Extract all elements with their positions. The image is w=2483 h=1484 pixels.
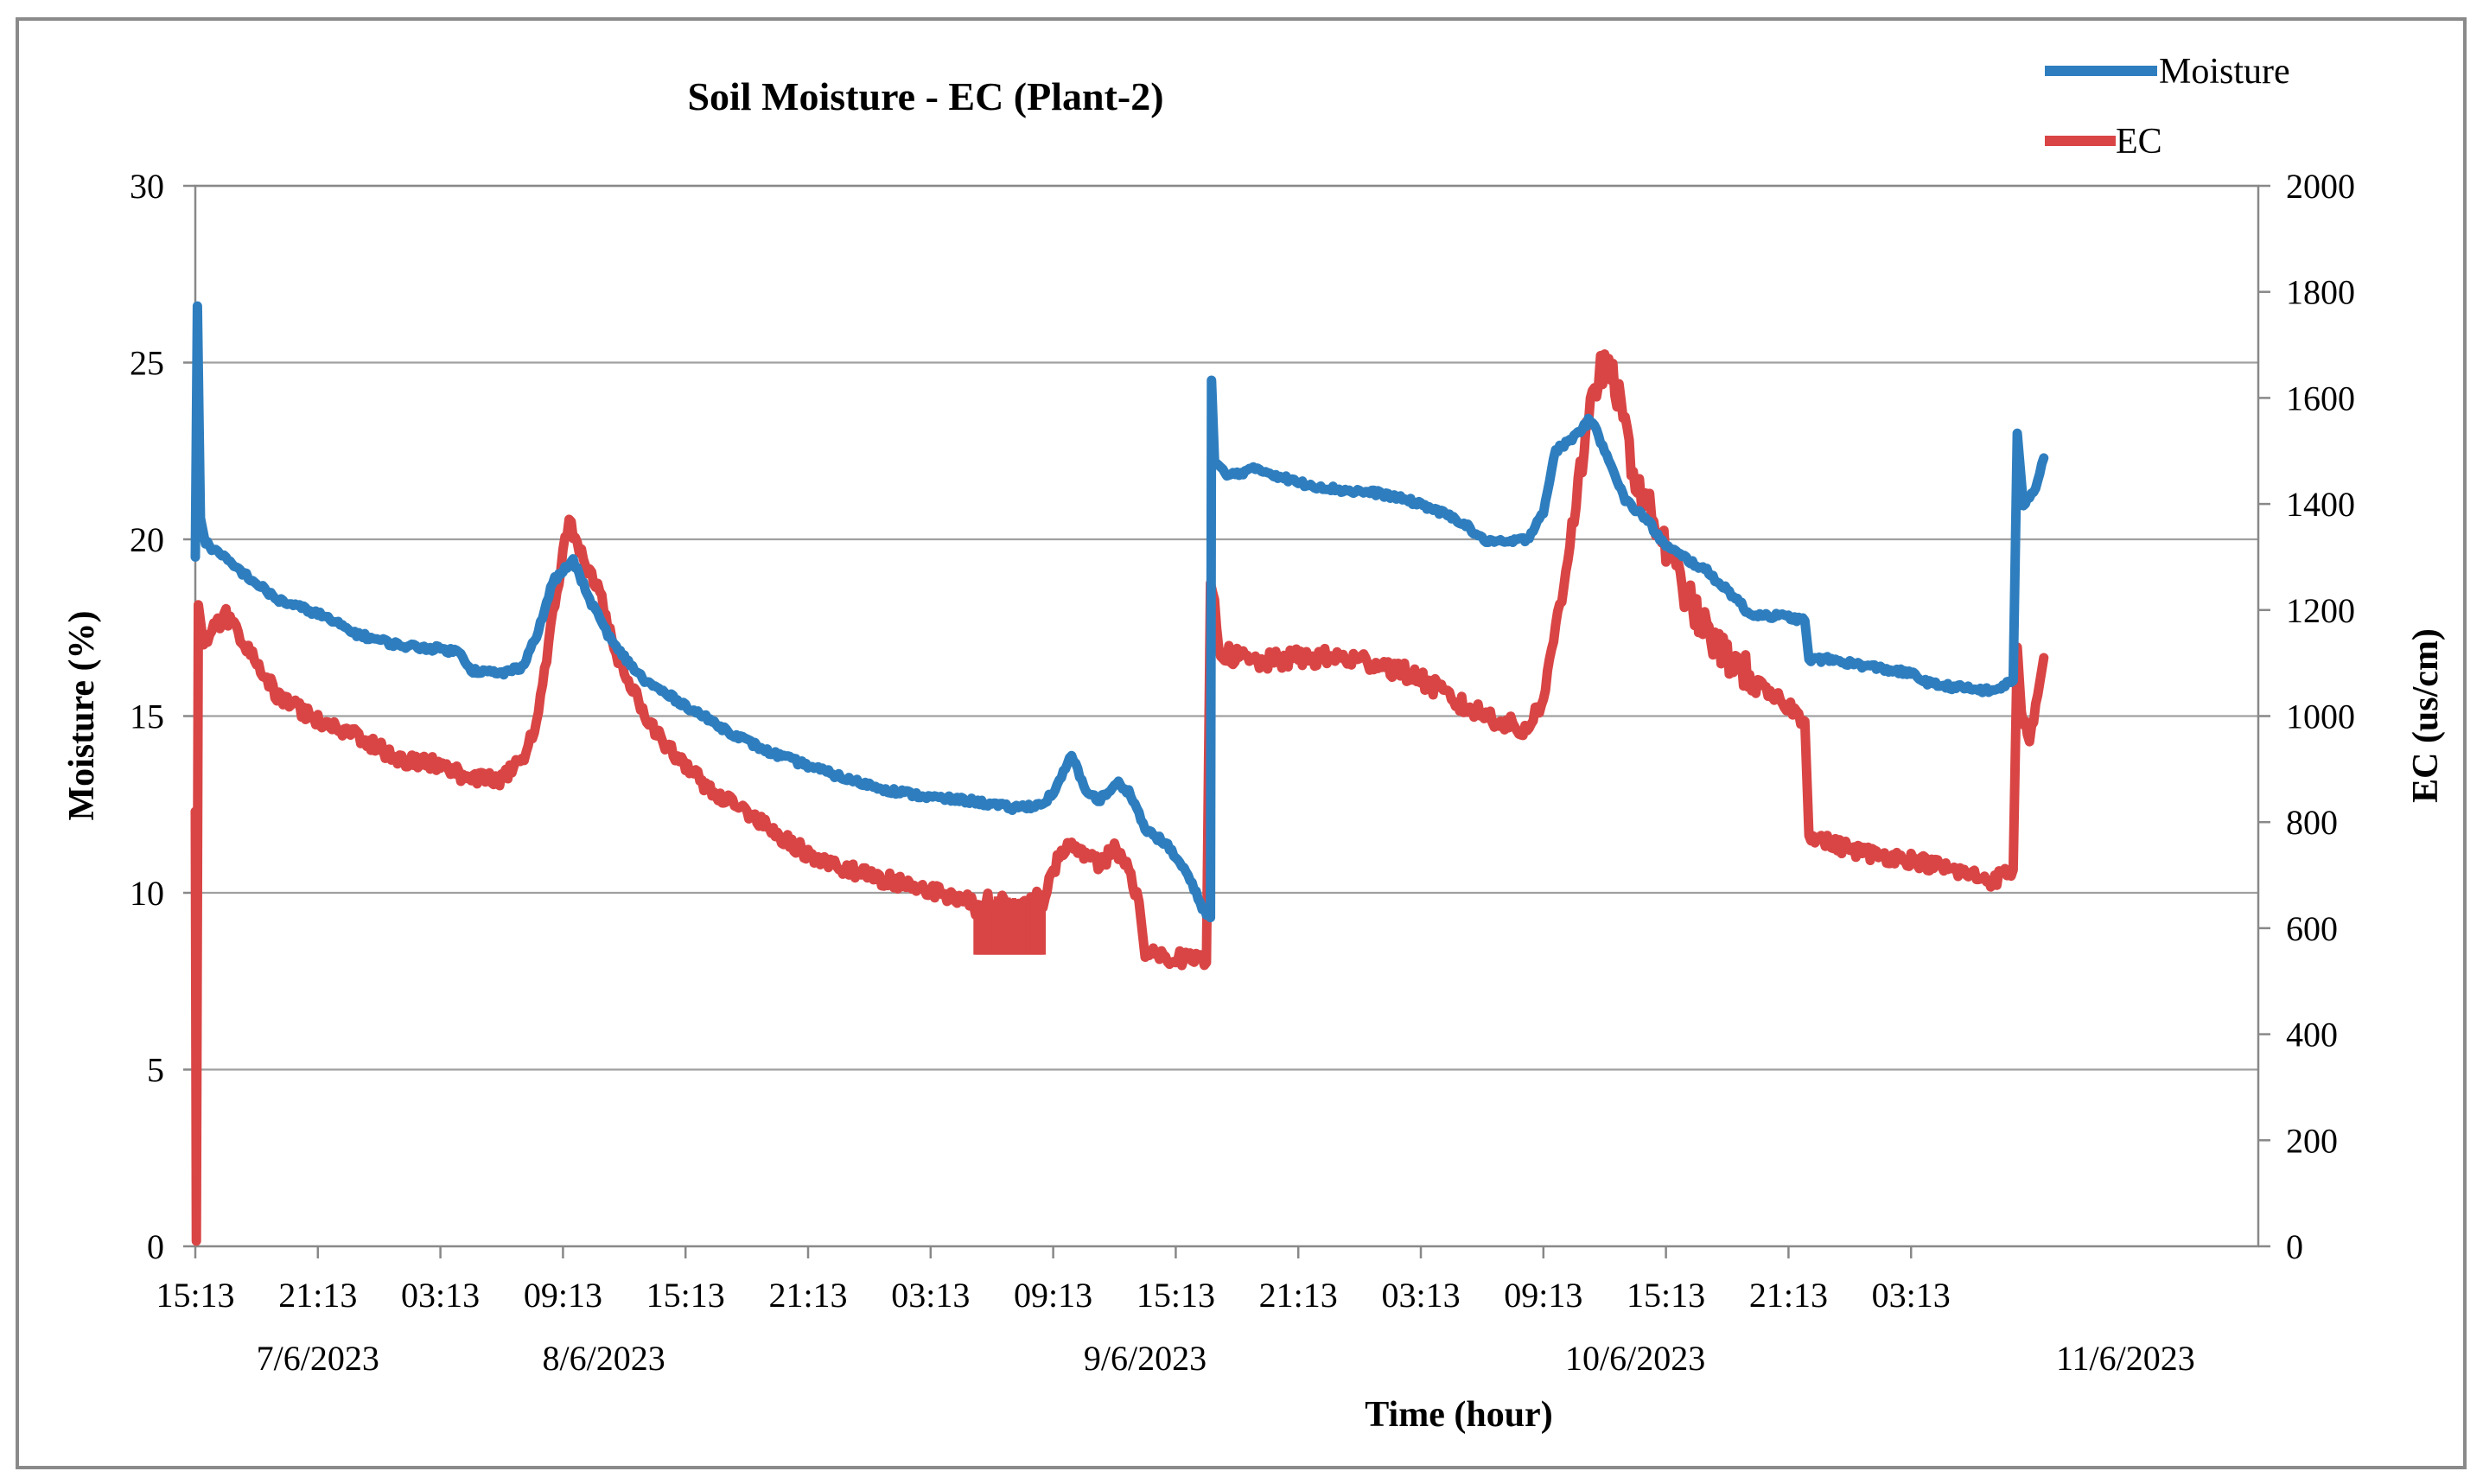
x-date-label-3: 10/6/2023: [1565, 1339, 1705, 1378]
y2-axis-title: EC (us/cm): [2406, 628, 2446, 803]
x-tick-label-2: 03:13: [401, 1276, 480, 1315]
left-tick-label-25: 25: [130, 344, 164, 383]
legend-label-ec: EC: [2116, 122, 2162, 162]
right-tick-label-600: 600: [2286, 909, 2338, 948]
x-tick-label-0: 15:13: [156, 1276, 234, 1315]
right-tick-label-1800: 1800: [2286, 273, 2355, 312]
series-line-moisture: [190, 301, 2049, 923]
x-tick-label-3: 09:13: [524, 1276, 602, 1315]
x-date-label-4: 11/6/2023: [2056, 1339, 2195, 1378]
x-tick-label-13: 21:13: [1749, 1276, 1828, 1315]
left-axis-ticks: 0 5 10 15 20 25 30: [130, 167, 195, 1266]
left-tick-label-20: 20: [130, 520, 164, 559]
right-axis-ticks: 0 200 400 600 800 1000 1200 1400 1600 1800 2000: [2258, 167, 2355, 1266]
right-tick-label-1000: 1000: [2286, 697, 2355, 736]
left-tick-label-30: 30: [130, 167, 164, 206]
left-tick-label-10: 10: [130, 874, 164, 913]
x-tick-label-8: 15:13: [1136, 1276, 1215, 1315]
x-tick-label-1: 21:13: [278, 1276, 357, 1315]
x-date-label-1: 8/6/2023: [543, 1339, 665, 1378]
x-tick-label-6: 03:13: [891, 1276, 970, 1315]
left-tick-label-15: 15: [130, 697, 164, 736]
x-tick-label-12: 15:13: [1627, 1276, 1705, 1315]
left-tick-label-5: 5: [147, 1051, 164, 1090]
x-tick-label-14: 03:13: [1872, 1276, 1951, 1315]
right-tick-label-400: 400: [2286, 1016, 2338, 1054]
x-tick-label-4: 15:13: [646, 1276, 725, 1315]
chart-border: [16, 17, 2467, 1469]
x-axis-title: Time (hour): [1365, 1395, 1552, 1435]
ec-noise-band: [973, 896, 1047, 955]
right-tick-label-0: 0: [2286, 1227, 2303, 1266]
x-tick-label-7: 09:13: [1014, 1276, 1092, 1315]
right-tick-label-200: 200: [2286, 1121, 2338, 1160]
x-tick-label-5: 21:13: [768, 1276, 847, 1315]
right-tick-label-1400: 1400: [2286, 485, 2355, 524]
legend-label-moisture: Moisture: [2159, 52, 2290, 92]
x-axis-ticks: 15:13 21:13 03:13 09:13 15:13 21:13 03:13 09:13…: [156, 1246, 2195, 1378]
x-date-label-2: 9/6/2023: [1084, 1339, 1206, 1378]
right-tick-label-1200: 1200: [2286, 591, 2355, 630]
right-tick-label-1600: 1600: [2286, 379, 2355, 417]
left-tick-label-0: 0: [147, 1227, 164, 1266]
chart-title: Soil Moisture - EC (Plant-2): [687, 74, 1163, 118]
x-tick-label-9: 21:13: [1259, 1276, 1338, 1315]
right-tick-label-2000: 2000: [2286, 167, 2355, 206]
x-tick-label-10: 03:13: [1381, 1276, 1460, 1315]
legend: Moisture EC: [2045, 52, 2290, 162]
series-line-ec: [190, 349, 2049, 1246]
x-date-label-0: 7/6/2023: [257, 1339, 379, 1378]
y-axis-title: Moisture (%): [62, 611, 102, 821]
series-layer: [190, 301, 2049, 1246]
x-tick-label-11: 09:13: [1504, 1276, 1582, 1315]
right-tick-label-800: 800: [2286, 803, 2338, 842]
